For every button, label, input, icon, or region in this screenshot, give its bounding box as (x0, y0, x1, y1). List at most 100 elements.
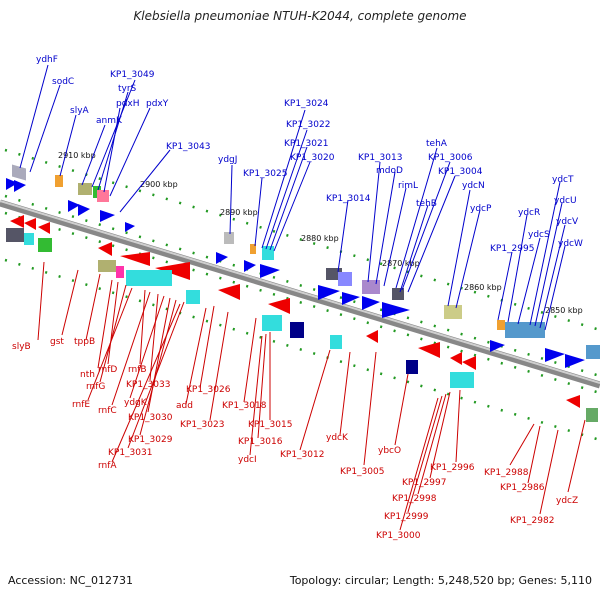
gene-label-pdxH: pdxH (116, 99, 140, 109)
gene-label-KP1_2998: KP1_2998 (392, 494, 437, 504)
gene-label-ydcP: ydcP (470, 204, 492, 214)
gene-block (497, 320, 505, 330)
gene-arrow (24, 218, 36, 230)
gene-label-KP1_3014: KP1_3014 (326, 194, 371, 204)
kbp-label-2910: 2910 kbp (58, 151, 96, 160)
gene-label-rimL: rimL (398, 181, 418, 191)
gene-block (505, 322, 545, 338)
gene-arrow (382, 302, 410, 318)
kbp-label-2900: 2900 kbp (140, 180, 178, 189)
gene-block (78, 183, 92, 195)
gene-arrow (342, 292, 360, 305)
genome-backbone (0, 199, 600, 389)
gene-arrow (362, 296, 380, 310)
gene-block (290, 322, 304, 338)
gene-label-rnfB: rnfB (128, 365, 147, 375)
gene-block (450, 372, 474, 388)
negative-strand-genes (6, 215, 598, 422)
gene-label-tehA: tehA (426, 139, 448, 149)
gene-label-KP1_3015: KP1_3015 (248, 420, 292, 430)
tick-line-inner-bottom (4, 211, 600, 395)
gene-label-rnfD: rnfD (98, 365, 117, 375)
gene-arrow (318, 285, 340, 300)
gene-label-KP1_3033: KP1_3033 (126, 380, 170, 390)
positive-labels: ydhF sodC slyA anmK KP1_3049 tyrS pdxH p… (36, 55, 583, 254)
gene-arrow (218, 284, 240, 300)
gene-block (406, 360, 418, 374)
gene-arrow (68, 200, 80, 212)
gene-block (98, 260, 116, 272)
gene-label-KP1_2982: KP1_2982 (510, 516, 554, 526)
gene-label-ydcW: ydcW (558, 239, 583, 249)
gene-label-KP1_2997: KP1_2997 (402, 478, 446, 488)
gene-label-KP1_2988: KP1_2988 (484, 468, 529, 478)
gene-block (362, 280, 380, 294)
gene-label-anmK: anmK (96, 116, 123, 126)
gene-block (250, 244, 256, 254)
gene-arrow (125, 222, 135, 232)
gene-block (444, 305, 462, 319)
gene-block (24, 233, 34, 245)
gene-label-KP1_3023: KP1_3023 (180, 420, 224, 430)
gene-block (586, 408, 598, 422)
gene-label-sodC: sodC (52, 77, 74, 87)
gene-label-pdxY: pdxY (146, 99, 169, 109)
gene-label-KP1_3025: KP1_3025 (243, 169, 287, 179)
gene-label-ydgK: ydgK (124, 398, 148, 408)
gene-label-KP1_3006: KP1_3006 (428, 153, 473, 163)
kbp-label-2880: 2880 kbp (301, 234, 339, 243)
gene-arrow (155, 262, 190, 280)
positive-label-lines (19, 64, 566, 331)
gene-label-rnfA: rnfA (98, 461, 117, 471)
gene-label-nth: nth (80, 370, 95, 380)
gene-label-KP1_3018: KP1_3018 (222, 401, 267, 411)
gene-label-add: add (176, 401, 193, 411)
gene-arrow (78, 204, 90, 216)
gene-arrow (38, 222, 50, 234)
genome-backbone-highlight (0, 200, 600, 384)
gene-label-KP1_3021: KP1_3021 (284, 139, 328, 149)
gene-label-KP1_3020: KP1_3020 (290, 153, 335, 163)
gene-arrow (566, 395, 580, 408)
gene-label-KP1_3024: KP1_3024 (284, 99, 329, 109)
gene-label-rnfE: rnfE (72, 400, 90, 410)
gene-arrow (450, 352, 462, 365)
gene-label-KP1_3022: KP1_3022 (286, 120, 330, 130)
kbp-label-2870: 2870 kbp (382, 259, 420, 268)
gene-label-ybcO: ybcO (378, 446, 401, 456)
tick-line-outer-bottom (4, 258, 600, 442)
gene-label-KP1_3004: KP1_3004 (438, 167, 483, 177)
gene-arrow (216, 252, 228, 264)
gene-arrow (260, 264, 280, 278)
gene-block (586, 345, 600, 359)
kbp-label-2890: 2890 kbp (220, 208, 258, 217)
gene-label-mdoD: mdoD (376, 166, 403, 176)
gene-label-KP1_3026: KP1_3026 (186, 385, 231, 395)
gene-label-KP1_3016: KP1_3016 (238, 437, 283, 447)
positive-strand-genes (6, 164, 600, 368)
gene-arrow (6, 178, 18, 190)
gene-label-KP1_2986: KP1_2986 (500, 483, 545, 493)
gene-label-KP1_3043: KP1_3043 (166, 142, 210, 152)
gene-arrow (120, 252, 150, 266)
gene-label-rnfG: rnfG (86, 382, 105, 392)
gene-arrow (545, 348, 565, 362)
gene-label-gst: gst (50, 337, 64, 347)
gene-arrow (462, 356, 476, 370)
gene-label-ydcT: ydcT (552, 175, 574, 185)
gene-block (392, 288, 404, 300)
gene-label-ydcZ: ydcZ (556, 496, 578, 506)
accession-text: Accession: NC_012731 (8, 574, 134, 587)
page-title: Klebsiella pneumoniae NTUH-K2044, comple… (133, 9, 467, 23)
gene-label-KP1_3000: KP1_3000 (376, 531, 421, 541)
gene-label-slyA: slyA (70, 106, 90, 116)
gene-label-KP1_3029: KP1_3029 (128, 435, 173, 445)
genome-stats: Topology: circular; Length: 5,248,520 bp… (289, 574, 592, 587)
gene-label-tppB: tppB (74, 337, 95, 347)
gene-label-ydcS: ydcS (528, 230, 550, 240)
gene-block (224, 232, 234, 244)
gene-label-KP1_3031: KP1_3031 (108, 448, 152, 458)
gene-label-ydgJ: ydgJ (218, 155, 237, 165)
gene-label-tehB: tehB (416, 199, 437, 209)
